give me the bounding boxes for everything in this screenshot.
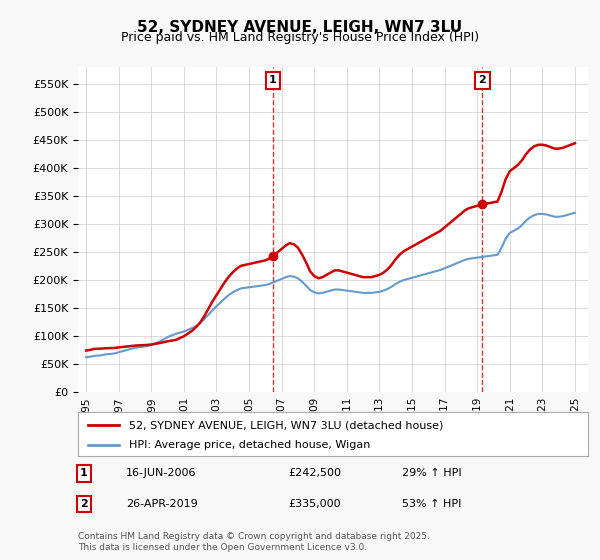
Text: 1: 1 — [269, 76, 277, 85]
Text: 2: 2 — [80, 499, 88, 509]
Text: HPI: Average price, detached house, Wigan: HPI: Average price, detached house, Wiga… — [129, 440, 370, 450]
Text: £242,500: £242,500 — [288, 468, 341, 478]
Text: 53% ↑ HPI: 53% ↑ HPI — [402, 499, 461, 509]
Text: Contains HM Land Registry data © Crown copyright and database right 2025.
This d: Contains HM Land Registry data © Crown c… — [78, 532, 430, 552]
Text: 1: 1 — [80, 468, 88, 478]
Text: 52, SYDNEY AVENUE, LEIGH, WN7 3LU: 52, SYDNEY AVENUE, LEIGH, WN7 3LU — [137, 20, 463, 35]
Text: 2: 2 — [479, 76, 486, 85]
Text: £335,000: £335,000 — [288, 499, 341, 509]
Text: 52, SYDNEY AVENUE, LEIGH, WN7 3LU (detached house): 52, SYDNEY AVENUE, LEIGH, WN7 3LU (detac… — [129, 420, 443, 430]
Text: 26-APR-2019: 26-APR-2019 — [126, 499, 198, 509]
Text: 16-JUN-2006: 16-JUN-2006 — [126, 468, 197, 478]
Text: Price paid vs. HM Land Registry's House Price Index (HPI): Price paid vs. HM Land Registry's House … — [121, 31, 479, 44]
Text: 29% ↑ HPI: 29% ↑ HPI — [402, 468, 461, 478]
